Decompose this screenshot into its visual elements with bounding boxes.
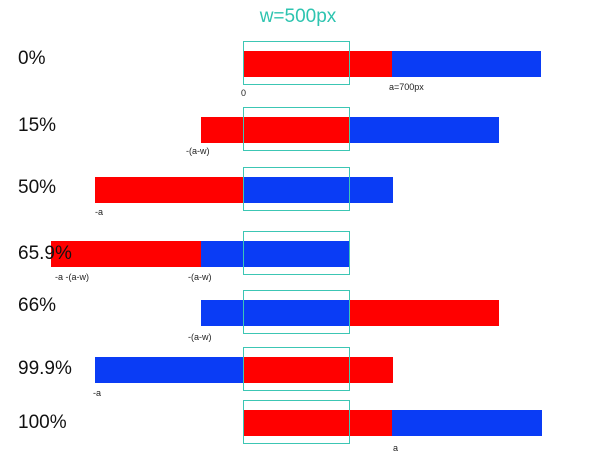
bar-segment-blue bbox=[201, 241, 350, 267]
viewport-frame bbox=[243, 41, 350, 85]
progress-label: 15% bbox=[18, 115, 57, 136]
bar-segment-blue bbox=[350, 117, 499, 143]
viewport-frame bbox=[243, 167, 350, 211]
offset-annotation: 0 bbox=[241, 88, 247, 98]
offset-annotation: -a bbox=[95, 207, 104, 217]
offset-annotation: -a bbox=[93, 388, 102, 398]
viewport-frame bbox=[243, 290, 350, 334]
bar-segment-blue bbox=[201, 300, 350, 326]
bar-segment-red bbox=[201, 117, 350, 143]
viewport-frame bbox=[243, 107, 350, 151]
viewport-frame bbox=[243, 347, 350, 391]
bar-segment-red bbox=[51, 241, 201, 267]
progress-label: 0% bbox=[18, 48, 46, 69]
bar-segment-red bbox=[243, 357, 393, 383]
progress-label: 99.9% bbox=[18, 358, 72, 379]
viewport-frame bbox=[243, 231, 350, 275]
bar-segment-red bbox=[243, 410, 392, 436]
progress-label: 100% bbox=[18, 412, 67, 433]
progress-label: 50% bbox=[18, 177, 57, 198]
bar-segment-blue bbox=[392, 410, 542, 436]
width-title: w=500px bbox=[259, 6, 337, 27]
offset-annotation: -(a-w) bbox=[188, 332, 212, 342]
bar-segment-red bbox=[95, 177, 243, 203]
offset-annotation: -(a-w) bbox=[186, 146, 210, 156]
bar-segment-blue bbox=[243, 177, 393, 203]
offset-annotation: a=700px bbox=[389, 82, 424, 92]
bar-segment-blue bbox=[95, 357, 243, 383]
viewport-frame bbox=[243, 400, 350, 444]
progress-label: 66% bbox=[18, 295, 57, 316]
bar-segment-red bbox=[350, 300, 499, 326]
progress-label: 65.9% bbox=[18, 243, 72, 264]
offset-annotation: -(a-w) bbox=[188, 272, 212, 282]
offset-annotation: a bbox=[393, 443, 399, 453]
bar-segment-red bbox=[243, 51, 392, 77]
offset-annotation: -a -(a-w) bbox=[55, 272, 89, 282]
bar-segment-blue bbox=[392, 51, 541, 77]
